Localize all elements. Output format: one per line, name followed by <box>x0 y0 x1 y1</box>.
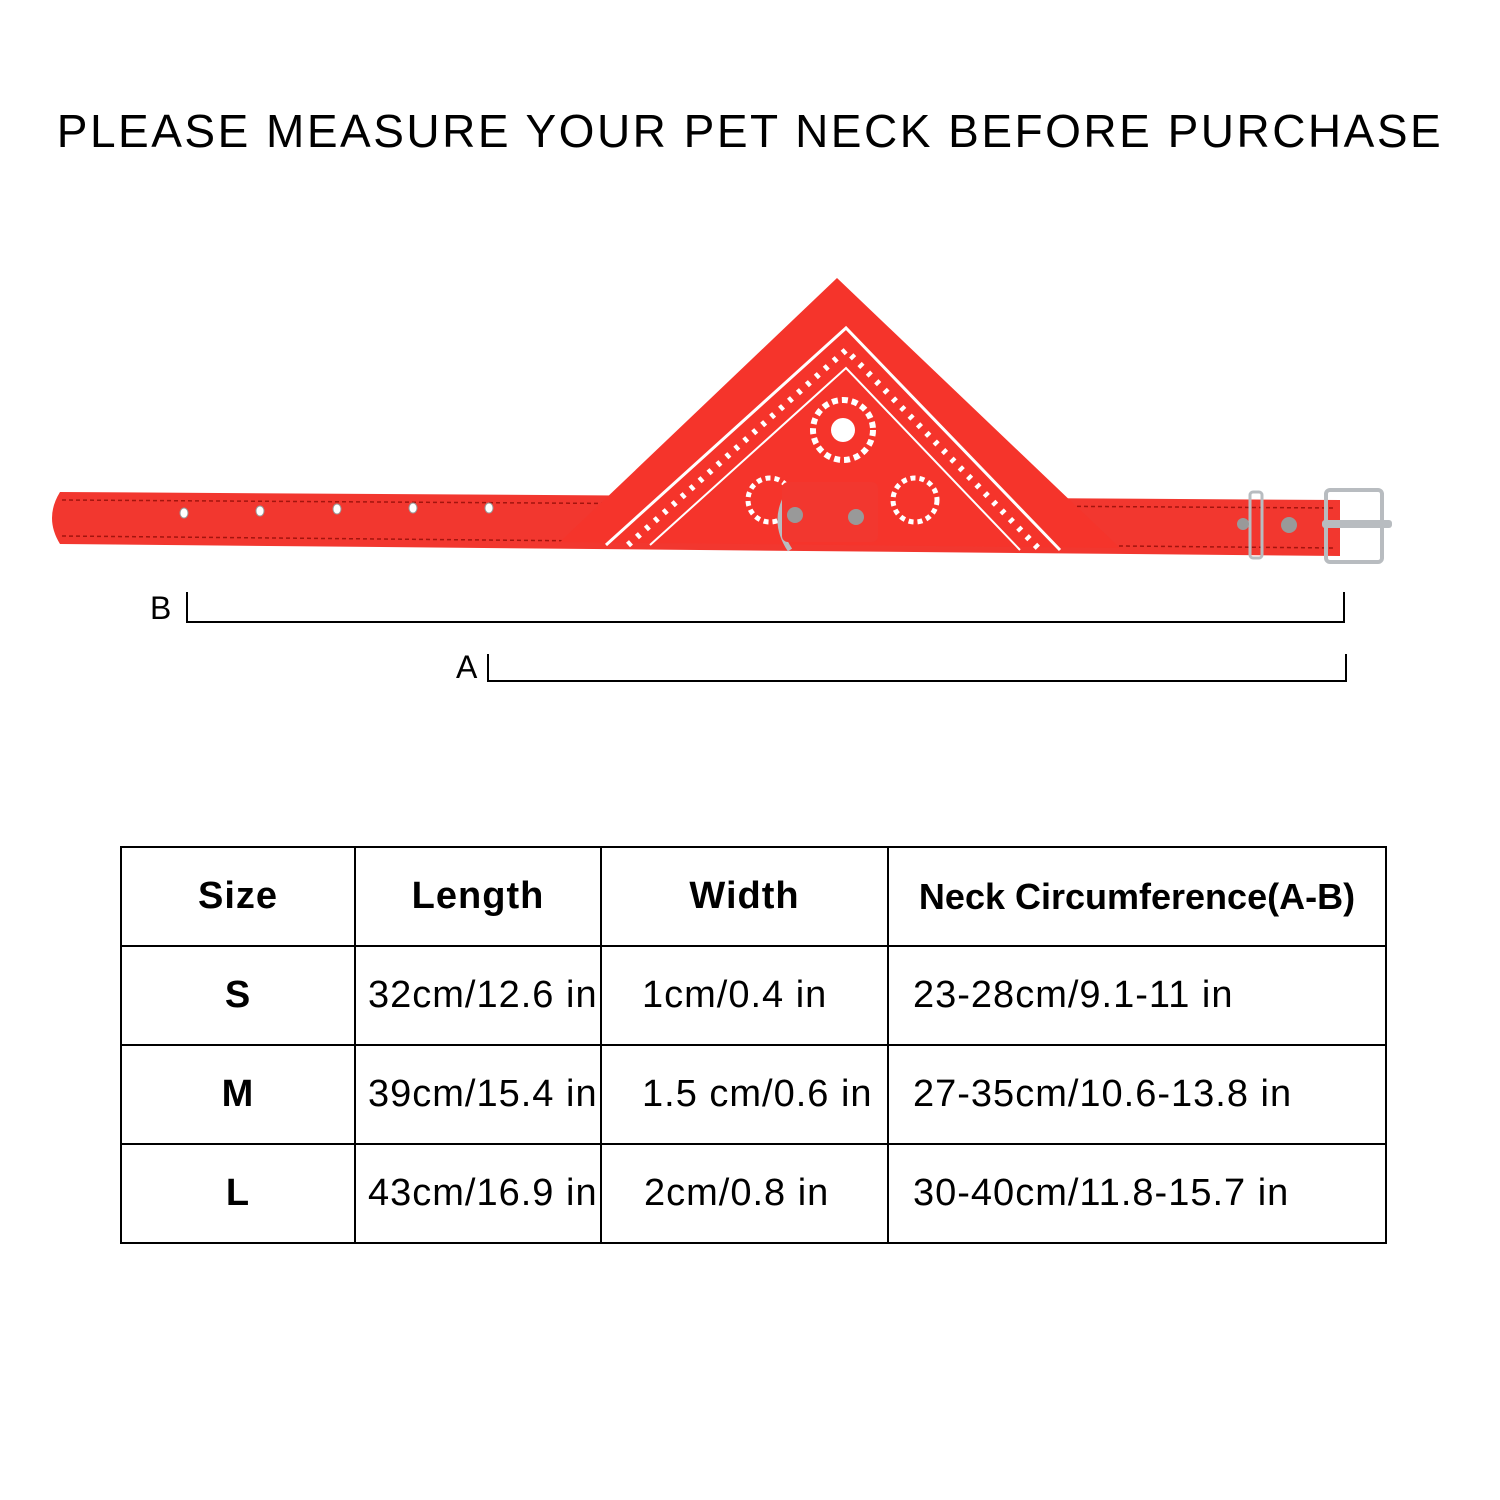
cell-length: 39cm/15.4 in <box>354 1044 602 1145</box>
cell-length: 43cm/16.9 in <box>354 1143 602 1244</box>
label-b: B <box>150 590 172 626</box>
collar-illustration <box>52 278 1392 682</box>
table-header-row: Size Length Width Neck Circumference(A-B… <box>120 846 1387 947</box>
label-a: A <box>456 649 478 685</box>
cell-neck: 27-35cm/10.6-13.8 in <box>887 1044 1387 1145</box>
header-length: Length <box>354 846 602 947</box>
header-width: Width <box>600 846 889 947</box>
cell-width: 1cm/0.4 in <box>600 945 889 1046</box>
measure-a <box>487 654 1347 682</box>
cell-length: 32cm/12.6 in <box>354 945 602 1046</box>
header-size: Size <box>120 846 356 947</box>
cell-width: 1.5 cm/0.6 in <box>600 1044 889 1145</box>
cell-size: M <box>120 1044 356 1145</box>
measure-b <box>186 592 1345 623</box>
cell-neck: 30-40cm/11.8-15.7 in <box>887 1143 1387 1244</box>
buckle <box>1237 488 1392 564</box>
bandana <box>560 278 1120 553</box>
table-row: M 39cm/15.4 in 1.5 cm/0.6 in 27-35cm/10.… <box>120 1044 1387 1145</box>
cell-size: S <box>120 945 356 1046</box>
cell-width: 2cm/0.8 in <box>600 1143 889 1244</box>
page-title: PLEASE MEASURE YOUR PET NECK BEFORE PURC… <box>56 105 1444 157</box>
header-neck: Neck Circumference(A-B) <box>887 846 1387 947</box>
size-table: Size Length Width Neck Circumference(A-B… <box>120 846 1387 1244</box>
table-row: L 43cm/16.9 in 2cm/0.8 in 30-40cm/11.8-1… <box>120 1143 1387 1244</box>
cell-size: L <box>120 1143 356 1244</box>
d-ring <box>777 482 878 552</box>
cell-neck: 23-28cm/9.1-11 in <box>887 945 1387 1046</box>
table-row: S 32cm/12.6 in 1cm/0.4 in 23-28cm/9.1-11… <box>120 945 1387 1046</box>
